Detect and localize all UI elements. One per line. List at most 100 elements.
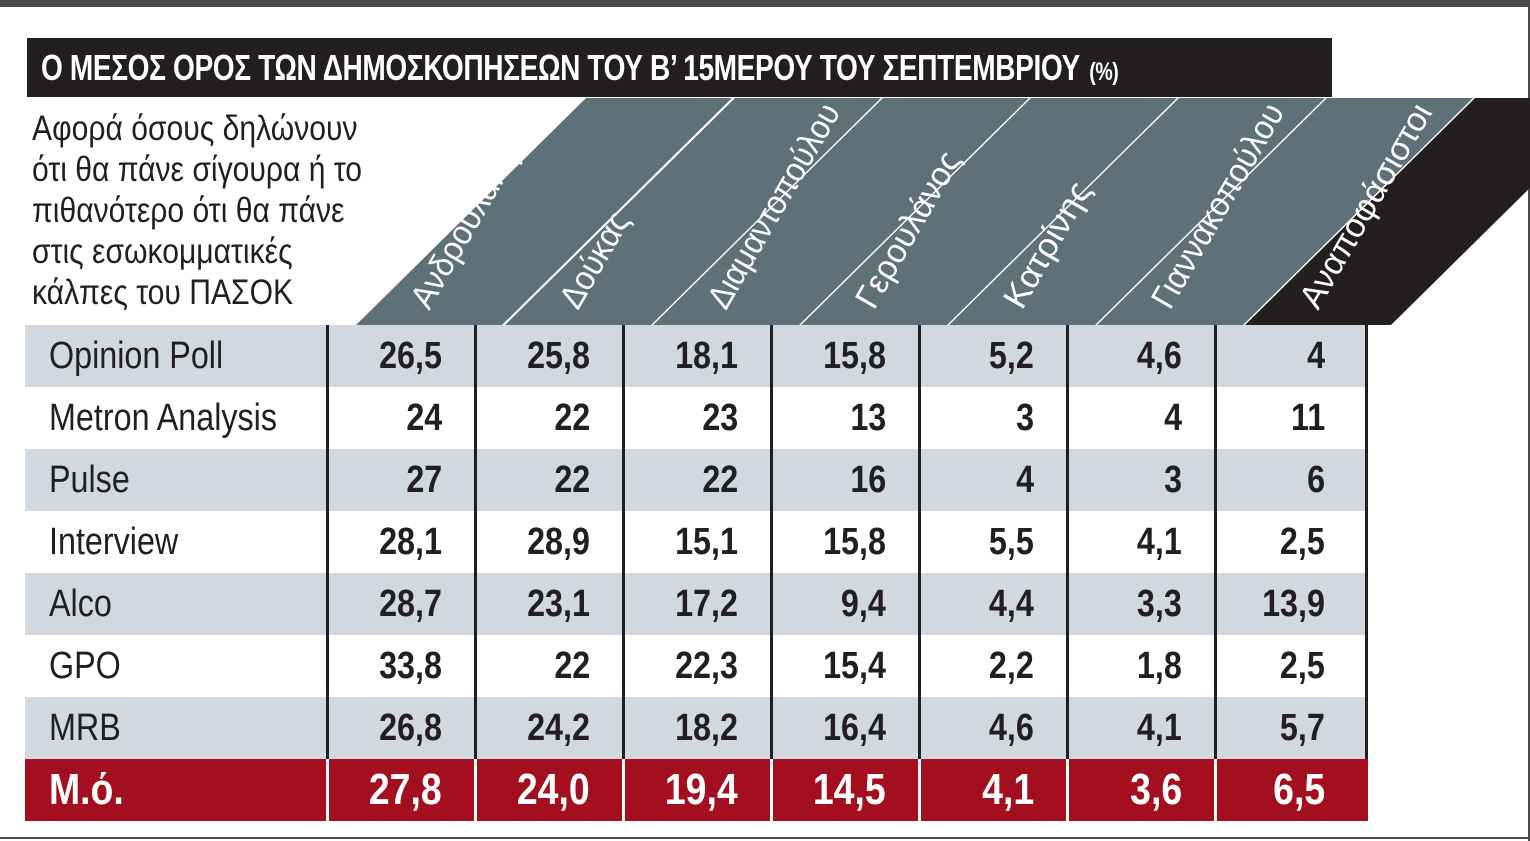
value-cell: 11: [1214, 387, 1368, 449]
top-rule: [0, 0, 1530, 7]
pollster-label: GPO: [25, 635, 326, 697]
value-cell-text: 15,1: [675, 520, 738, 563]
value-cell: 4,4: [918, 573, 1066, 635]
value-cell: 3: [918, 387, 1066, 449]
value-cell-text: 4,1: [1137, 706, 1182, 749]
value-cell: 5,7: [1214, 697, 1368, 759]
column-header: Αναποφάσιστοι: [1245, 97, 1530, 325]
value-cell-text: 9,4: [841, 582, 886, 625]
value-cell: 17,2: [622, 573, 770, 635]
poll-table: Opinion Poll 26,5 25,8 18,1 15,8 5,2 4,6 4 Metro…: [25, 325, 1368, 821]
column-header-band: [356, 98, 732, 325]
value-cell: 5,2: [918, 325, 1066, 387]
value-cell-text: 33,8: [379, 644, 442, 687]
average-value-text: 27,8: [369, 765, 442, 814]
value-cell: 13,9: [1214, 573, 1368, 635]
value-cell-text: 6: [1307, 458, 1325, 501]
pollster-label: Interview: [25, 511, 326, 573]
value-cell: 22,3: [622, 635, 770, 697]
subtitle-line: πιθανότερο ότι θα πάνε: [32, 191, 345, 230]
value-cell: 27: [326, 449, 474, 511]
value-cell-text: 2,2: [989, 644, 1034, 687]
value-cell-text: 2,5: [1280, 520, 1325, 563]
average-value: 14,5: [770, 759, 918, 821]
pollster-label: Metron Analysis: [25, 387, 326, 449]
average-value: 24,0: [474, 759, 622, 821]
value-cell-text: 22: [702, 458, 738, 501]
value-cell: 25,8: [474, 325, 622, 387]
value-cell: 23: [622, 387, 770, 449]
value-cell: 9,4: [770, 573, 918, 635]
value-cell-text: 26,5: [379, 334, 442, 377]
value-cell-text: 28,7: [379, 582, 442, 625]
value-cell: 2,5: [1214, 511, 1368, 573]
average-value: 19,4: [622, 759, 770, 821]
value-cell-text: 13: [850, 396, 886, 439]
value-cell: 4: [1066, 387, 1214, 449]
pollster-label: Opinion Poll: [25, 325, 326, 387]
value-cell-text: 2,5: [1280, 644, 1325, 687]
value-cell: 16: [770, 449, 918, 511]
value-cell: 22: [622, 449, 770, 511]
average-value: 4,1: [918, 759, 1066, 821]
column-header-band: [653, 98, 1029, 325]
value-cell: 18,1: [622, 325, 770, 387]
average-label-text: Μ.ό.: [49, 765, 124, 814]
average-value-text: 14,5: [813, 765, 886, 814]
average-label: Μ.ό.: [25, 759, 326, 821]
value-cell: 22: [474, 387, 622, 449]
chart-title-unit: (%): [1089, 57, 1119, 86]
value-cell-text: 25,8: [527, 334, 590, 377]
value-cell: 5,5: [918, 511, 1066, 573]
value-cell-text: 5,7: [1280, 706, 1325, 749]
value-cell-text: 18,1: [675, 334, 738, 377]
value-cell-text: 22: [554, 644, 590, 687]
average-value-text: 3,6: [1130, 765, 1182, 814]
value-cell-text: 28,9: [527, 520, 590, 563]
value-cell-text: 3,3: [1137, 582, 1182, 625]
value-cell-text: 22: [554, 396, 590, 439]
value-cell: 26,8: [326, 697, 474, 759]
value-cell-text: 4: [1307, 334, 1325, 377]
pollster-label-text: Alco: [49, 582, 112, 625]
value-cell: 3: [1066, 449, 1214, 511]
value-cell: 4,1: [1066, 697, 1214, 759]
value-cell-text: 11: [1290, 396, 1325, 439]
value-cell-text: 15,8: [823, 334, 886, 377]
column-header-band: [1245, 98, 1530, 325]
value-cell-text: 22,3: [675, 644, 738, 687]
value-cell-text: 4,6: [1137, 334, 1182, 377]
value-cell: 2,2: [918, 635, 1066, 697]
subtitle-line: ότι θα πάνε σίγουρα ή το: [32, 150, 363, 189]
average-value: 3,6: [1066, 759, 1214, 821]
pollster-label-text: Interview: [49, 520, 179, 563]
pollster-label-text: Metron Analysis: [49, 396, 277, 439]
pollster-label-text: MRB: [49, 706, 121, 749]
column-header-band: [505, 98, 881, 325]
value-cell-text: 28,1: [379, 520, 442, 563]
value-cell-text: 24,2: [527, 706, 590, 749]
value-cell-text: 27: [406, 458, 442, 501]
column-header-band: [801, 98, 1177, 325]
value-cell: 4,6: [1066, 325, 1214, 387]
value-cell: 16,4: [770, 697, 918, 759]
chart-title: Ο ΜΕΣΟΣ ΟΡΟΣ ΤΩΝ ΔΗΜΟΣΚΟΠΗΣΕΩΝ ΤΟΥ Β’ 15…: [41, 47, 1119, 89]
pollster-label: Pulse: [25, 449, 326, 511]
value-cell: 1,8: [1066, 635, 1214, 697]
value-cell: 28,9: [474, 511, 622, 573]
value-cell-text: 1,8: [1137, 644, 1182, 687]
value-cell-text: 3: [1016, 396, 1034, 439]
value-cell: 4,6: [918, 697, 1066, 759]
value-cell-text: 18,2: [675, 706, 738, 749]
average-value: 6,5: [1214, 759, 1368, 821]
subtitle-line: Αφορά όσους δηλώνουν: [32, 109, 358, 148]
value-cell: 4,1: [1066, 511, 1214, 573]
subtitle: Αφορά όσους δηλώνουν ότι θα πάνε σίγουρα…: [32, 108, 393, 313]
value-cell-text: 3: [1164, 458, 1182, 501]
bottom-rule: [0, 837, 1530, 839]
value-cell-text: 4,1: [1137, 520, 1182, 563]
value-cell-text: 17,2: [675, 582, 738, 625]
average-value-text: 19,4: [665, 765, 738, 814]
value-cell: 15,4: [770, 635, 918, 697]
value-cell-text: 13,9: [1262, 582, 1325, 625]
